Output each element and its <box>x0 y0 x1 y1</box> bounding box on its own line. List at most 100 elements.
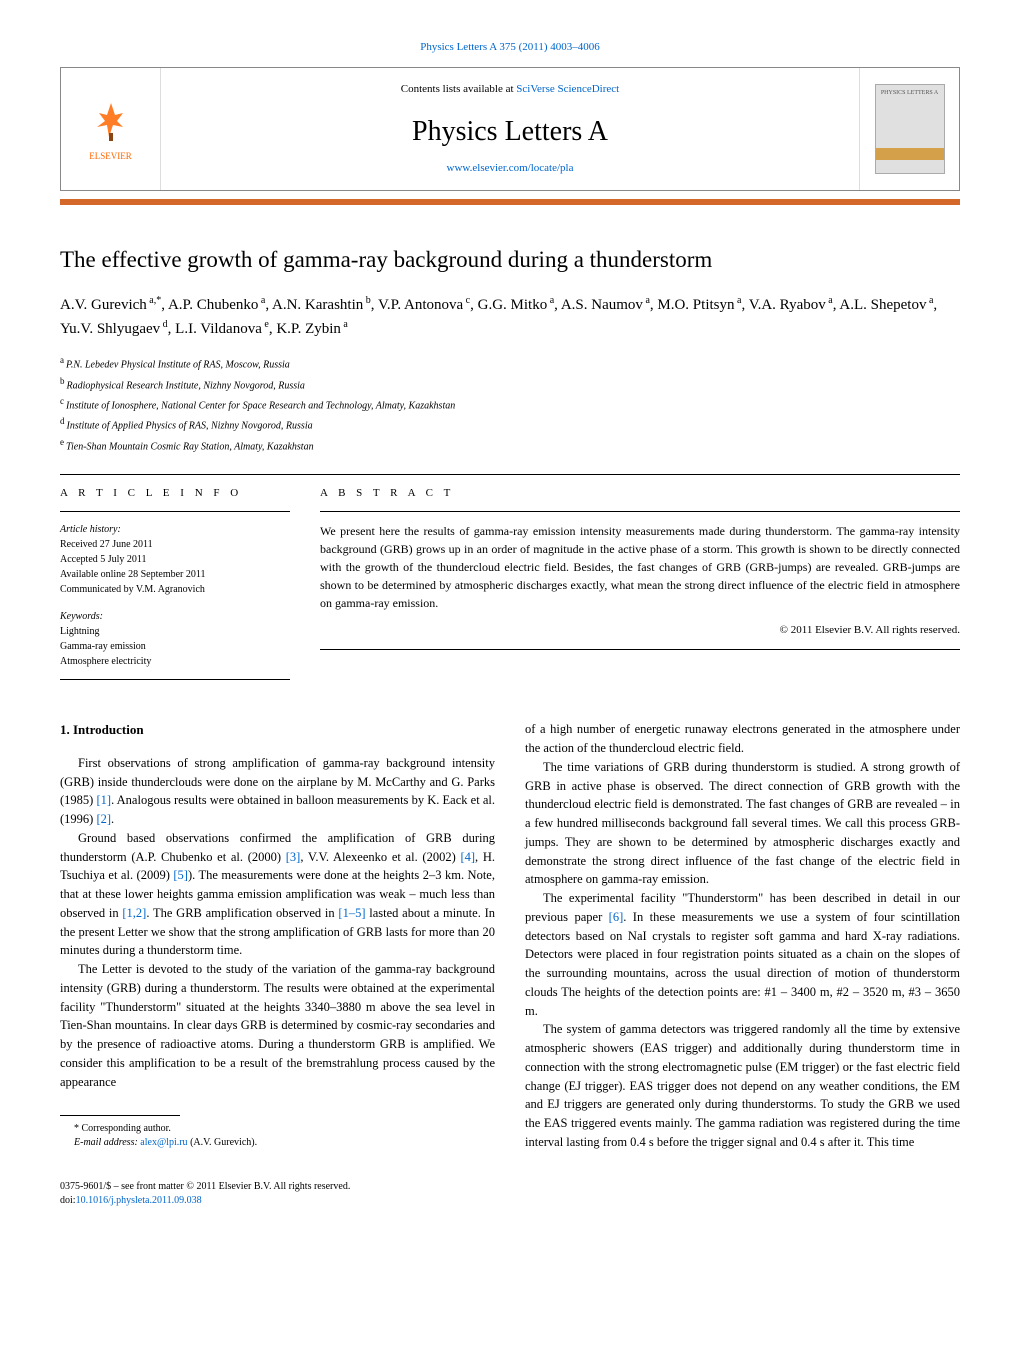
body-paragraph: The time variations of GRB during thunde… <box>525 758 960 889</box>
journal-reference: Physics Letters A 375 (2011) 4003–4006 <box>60 40 960 55</box>
author: V.P. Antonova <box>378 297 463 313</box>
abstract-heading: A B S T R A C T <box>320 485 960 502</box>
author: Yu.V. Shlyugaev <box>60 321 160 337</box>
abstract-column: A B S T R A C T We present here the resu… <box>320 485 960 670</box>
page-footer: 0375-9601/$ – see front matter © 2011 El… <box>60 1180 960 1208</box>
author: G.G. Mitko <box>478 297 548 313</box>
author-affiliation-marker: a <box>643 295 650 306</box>
affiliation-label: d <box>60 416 65 426</box>
body-text: . Analogous results were obtained in bal… <box>60 793 495 826</box>
author: A.L. Shepetov <box>839 297 926 313</box>
abstract-copyright: © 2011 Elsevier B.V. All rights reserved… <box>320 622 960 639</box>
citation-link[interactable]: [3] <box>286 850 301 864</box>
affiliation: bRadiophysical Research Institute, Nizhn… <box>60 375 960 393</box>
orange-divider-bar <box>60 199 960 205</box>
contents-prefix: Contents lists available at <box>401 83 516 95</box>
history-online: Available online 28 September 2011 <box>60 567 290 582</box>
publisher-logo-cell: ELSEVIER <box>61 68 161 190</box>
citation-link[interactable]: [1,2] <box>122 906 146 920</box>
affiliation-text: Tien-Shan Mountain Cosmic Ray Station, A… <box>66 441 314 452</box>
info-abstract-row: A R T I C L E I N F O Article history: R… <box>60 485 960 670</box>
affiliation-label: b <box>60 376 65 386</box>
article-info-heading: A R T I C L E I N F O <box>60 485 290 502</box>
citation-link[interactable]: [6] <box>609 910 624 924</box>
author-affiliation-marker: a <box>926 295 933 306</box>
abstract-divider <box>320 511 960 512</box>
corresponding-star-icon: * <box>156 295 161 306</box>
affiliation-text: Institute of Ionosphere, National Center… <box>66 400 455 411</box>
author-email-link[interactable]: alex@lpi.ru <box>140 1137 187 1148</box>
cover-label: PHYSICS LETTERS A <box>881 90 938 96</box>
elsevier-tree-icon <box>87 97 135 150</box>
author: M.O. Ptitsyn <box>657 297 734 313</box>
elsevier-logo: ELSEVIER <box>87 97 135 163</box>
history-label: Article history: <box>60 522 290 537</box>
email-note: E-mail address: alex@lpi.ru (A.V. Gurevi… <box>60 1136 495 1150</box>
section-heading-intro: 1. Introduction <box>60 720 495 740</box>
citation-link[interactable]: [4] <box>460 850 475 864</box>
doi-label: doi: <box>60 1195 76 1206</box>
sciencedirect-link[interactable]: SciVerse ScienceDirect <box>516 83 619 95</box>
author: L.I. Vildanova <box>175 321 262 337</box>
author: V.A. Ryabov <box>749 297 826 313</box>
info-divider <box>60 511 290 512</box>
citation-link[interactable]: [1–5] <box>338 906 365 920</box>
cover-thumb-cell: PHYSICS LETTERS A <box>859 68 959 190</box>
affiliation: aP.N. Lebedev Physical Institute of RAS,… <box>60 354 960 372</box>
contents-line: Contents lists available at SciVerse Sci… <box>171 82 849 97</box>
author-affiliation-marker: a <box>547 295 554 306</box>
author-affiliation-marker: a, <box>147 295 156 306</box>
issn-line: 0375-9601/$ – see front matter © 2011 El… <box>60 1180 350 1194</box>
journal-ref-link[interactable]: Physics Letters A 375 (2011) 4003–4006 <box>420 41 600 53</box>
affiliation-label: a <box>60 355 64 365</box>
publisher-name: ELSEVIER <box>87 150 135 163</box>
body-column-right: of a high number of energetic runaway el… <box>525 720 960 1151</box>
body-paragraph: First observations of strong amplificati… <box>60 754 495 829</box>
keyword-2: Gamma-ray emission <box>60 639 290 654</box>
email-label: E-mail address: <box>74 1137 140 1148</box>
affiliation-label: c <box>60 396 64 406</box>
footer-left: 0375-9601/$ – see front matter © 2011 El… <box>60 1180 350 1208</box>
author-affiliation-marker: a <box>341 319 348 330</box>
keyword-3: Atmosphere electricity <box>60 654 290 669</box>
body-text: . The GRB amplification observed in <box>146 906 338 920</box>
keywords-label: Keywords: <box>60 609 290 624</box>
citation-link[interactable]: [2] <box>96 812 111 826</box>
keyword-1: Lightning <box>60 624 290 639</box>
author-list: A.V. Gurevich a,*, A.P. Chubenko a, A.N.… <box>60 293 960 340</box>
journal-cover-thumb: PHYSICS LETTERS A <box>875 84 945 174</box>
citation-link[interactable]: [5] <box>173 868 188 882</box>
journal-url: www.elsevier.com/locate/pla <box>171 161 849 176</box>
affiliation-text: Radiophysical Research Institute, Nizhny… <box>67 380 305 391</box>
body-columns: 1. Introduction First observations of st… <box>60 720 960 1151</box>
author-affiliation-marker: c <box>463 295 470 306</box>
cover-band <box>876 148 944 160</box>
doi-link[interactable]: 10.1016/j.physleta.2011.09.038 <box>76 1195 202 1206</box>
body-paragraph: The experimental facility "Thunderstorm"… <box>525 889 960 1020</box>
affiliation: cInstitute of Ionosphere, National Cente… <box>60 395 960 413</box>
author: K.P. Zybin <box>276 321 341 337</box>
journal-url-link[interactable]: www.elsevier.com/locate/pla <box>447 162 574 174</box>
abstract-text: We present here the results of gamma-ray… <box>320 522 960 612</box>
affiliation: dInstitute of Applied Physics of RAS, Ni… <box>60 415 960 433</box>
divider-top <box>60 474 960 475</box>
body-paragraph: of a high number of energetic runaway el… <box>525 720 960 758</box>
author-affiliation-marker: e <box>262 319 269 330</box>
history-received: Received 27 June 2011 <box>60 537 290 552</box>
affiliation-label: e <box>60 437 64 447</box>
history-accepted: Accepted 5 July 2011 <box>60 552 290 567</box>
affiliation-text: Institute of Applied Physics of RAS, Niz… <box>67 421 313 432</box>
citation-link[interactable]: [1] <box>96 793 111 807</box>
affiliation-list: aP.N. Lebedev Physical Institute of RAS,… <box>60 354 960 454</box>
body-text: . In these measurements we use a system … <box>525 910 960 1018</box>
header-center: Contents lists available at SciVerse Sci… <box>161 68 859 190</box>
abstract-bottom-divider <box>320 649 960 650</box>
author-affiliation-marker: a <box>258 295 265 306</box>
affiliation-text: P.N. Lebedev Physical Institute of RAS, … <box>66 360 290 371</box>
body-text: , V.V. Alexeenko et al. (2002) <box>300 850 460 864</box>
author: A.P. Chubenko <box>168 297 258 313</box>
journal-name: Physics Letters A <box>171 112 849 151</box>
body-column-left: 1. Introduction First observations of st… <box>60 720 495 1151</box>
article-info-column: A R T I C L E I N F O Article history: R… <box>60 485 290 670</box>
body-paragraph: Ground based observations confirmed the … <box>60 829 495 960</box>
